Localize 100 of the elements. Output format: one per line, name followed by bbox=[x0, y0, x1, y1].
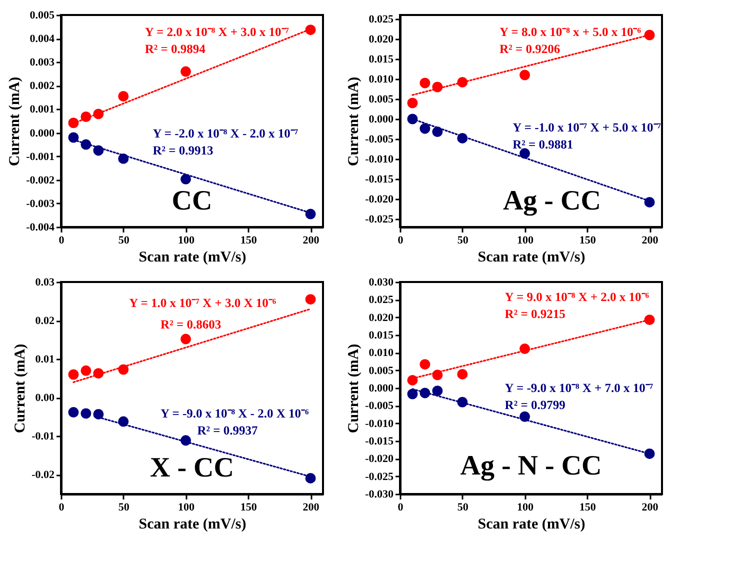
y-tick-label: 0.030 bbox=[368, 276, 394, 288]
annotation: R² = 0.9937 bbox=[197, 423, 258, 438]
x-tick-label: 200 bbox=[302, 234, 320, 246]
y-tick-label: -0.001 bbox=[26, 150, 54, 163]
y-tick-label: 0.000 bbox=[368, 114, 394, 126]
x-axis-title: Scan rate (mV/s) bbox=[138, 516, 246, 532]
y-axis-title: Current (mA) bbox=[12, 344, 29, 434]
annotation: Y = 8.0 x 10⁻⁸ x + 5.0 x 10⁻⁶ bbox=[500, 24, 642, 39]
point bbox=[80, 365, 92, 376]
x-tick-label: 100 bbox=[517, 234, 534, 246]
y-tick-label: 0.025 bbox=[368, 14, 394, 26]
point bbox=[407, 388, 418, 400]
x-tick-label: 100 bbox=[178, 502, 196, 514]
x-tick-label: 150 bbox=[240, 234, 258, 246]
x-tick-label: 0 bbox=[398, 502, 404, 514]
y-tick-label: -0.010 bbox=[365, 418, 394, 430]
point bbox=[407, 374, 418, 386]
y-tick-label: -0.015 bbox=[365, 174, 394, 186]
y-tick-label: -0.005 bbox=[365, 400, 394, 412]
point bbox=[305, 472, 316, 484]
annotation: CC bbox=[172, 186, 212, 217]
annotation: R² = 0.9215 bbox=[504, 306, 566, 321]
x-tick-label: 100 bbox=[178, 234, 196, 246]
y-tick-label: -0.025 bbox=[365, 470, 394, 483]
x-tick-label: 150 bbox=[579, 234, 596, 246]
point bbox=[305, 294, 316, 305]
y-tick-label: 0.01 bbox=[35, 354, 54, 366]
y-tick-label: 0.005 bbox=[30, 10, 55, 22]
point bbox=[180, 66, 192, 77]
point bbox=[68, 132, 79, 143]
x-tick-label: 0 bbox=[58, 234, 65, 246]
y-tick-label: 0.03 bbox=[35, 276, 55, 288]
point bbox=[305, 208, 316, 220]
y-tick-label: -0.01 bbox=[32, 430, 54, 443]
point bbox=[432, 386, 443, 396]
annotation: Y = -2.0 x 10⁻⁸ X - 2.0 x 10⁻⁷ bbox=[152, 126, 298, 141]
y-tick-label: 0.020 bbox=[368, 34, 394, 46]
y-tick-label: -0.020 bbox=[365, 194, 394, 206]
y-tick-label: -0.005 bbox=[365, 134, 394, 146]
point bbox=[118, 91, 129, 102]
y-tick-label: 0.005 bbox=[368, 364, 394, 377]
x-tick-label: 150 bbox=[579, 502, 596, 514]
annotation: Ag - N - CC bbox=[460, 450, 602, 482]
point bbox=[68, 369, 79, 380]
point bbox=[420, 123, 430, 134]
y-tick-label: -0.004 bbox=[26, 222, 55, 234]
point bbox=[80, 408, 92, 419]
y-tick-label: -0.030 bbox=[365, 488, 394, 500]
x-axis-title: Scan rate (mV/s) bbox=[478, 250, 586, 266]
point bbox=[644, 314, 655, 326]
annotation: Y = -1.0 x 10⁻⁷ X + 5.0 x 10⁻⁷ bbox=[512, 120, 662, 134]
y-tick-label: -0.003 bbox=[26, 198, 55, 210]
annotation: R² = 0.9894 bbox=[144, 42, 206, 56]
y-axis-title: Current (mA) bbox=[7, 76, 24, 166]
annotation: R² = 0.9913 bbox=[152, 144, 214, 158]
y-tick-label: -0.025 bbox=[365, 214, 394, 226]
y-tick-label: 0.000 bbox=[368, 382, 394, 394]
y-axis-title: Current (mA) bbox=[346, 344, 362, 434]
y-tick-label: 0.002 bbox=[30, 80, 55, 92]
point bbox=[644, 196, 655, 208]
annotation: Ag - CC bbox=[502, 186, 601, 217]
y-tick-label: 0.001 bbox=[30, 104, 54, 116]
y-tick-label: 0.00 bbox=[35, 392, 55, 404]
annotation: Y = -9.0 x 10⁻⁸ X + 7.0 x 10⁻⁷ bbox=[504, 381, 654, 395]
x-tick-label: 50 bbox=[118, 234, 130, 246]
point bbox=[68, 407, 79, 418]
annotation: R² = 0.8603 bbox=[160, 317, 222, 332]
y-tick-label: 0.005 bbox=[368, 94, 394, 106]
x-tick-label: 100 bbox=[517, 502, 534, 514]
point bbox=[180, 174, 192, 184]
point bbox=[520, 148, 530, 159]
x-axis-title: Scan rate (mV/s) bbox=[478, 516, 586, 532]
y-tick-label: 0.015 bbox=[368, 330, 394, 342]
y-tick-label: 0.02 bbox=[35, 315, 55, 328]
y-tick-label: 0.004 bbox=[30, 33, 55, 46]
y-tick-label: -0.02 bbox=[32, 469, 55, 482]
point bbox=[457, 368, 468, 380]
annotation: Y = -9.0 x 10⁻⁸ X - 2.0 X 10⁻⁶ bbox=[160, 406, 309, 420]
annotation: Y = 9.0 x 10⁻⁸ X + 2.0 x 10⁻⁶ bbox=[504, 290, 650, 304]
point bbox=[644, 448, 655, 459]
point bbox=[420, 359, 430, 370]
point bbox=[420, 78, 430, 88]
point bbox=[180, 334, 192, 344]
point bbox=[93, 408, 104, 420]
x-tick-label: 50 bbox=[457, 502, 469, 514]
x-axis-title: Scan rate (mV/s) bbox=[138, 250, 246, 266]
x-tick-label: 200 bbox=[642, 234, 659, 246]
x-tick-label: 200 bbox=[642, 502, 659, 514]
y-axis-title: Current (mA) bbox=[346, 76, 362, 166]
y-tick-label: -0.002 bbox=[26, 174, 55, 186]
y-tick-label: 0.025 bbox=[368, 294, 394, 306]
annotation: Y = 1.0 x 10⁻⁷ X + 3.0 X 10⁻⁶ bbox=[129, 296, 276, 310]
annotation: R² = 0.9206 bbox=[500, 42, 560, 56]
annotation: R² = 0.9799 bbox=[504, 398, 566, 412]
point bbox=[520, 70, 530, 80]
y-tick-label: 0.010 bbox=[368, 74, 394, 86]
annotation: Y = 2.0 x 10⁻⁸ X + 3.0 x 10⁻⁷ bbox=[144, 24, 290, 39]
x-tick-label: 0 bbox=[58, 502, 65, 514]
annotation: R² = 0.9881 bbox=[512, 137, 574, 152]
x-tick-label: 200 bbox=[302, 502, 320, 514]
